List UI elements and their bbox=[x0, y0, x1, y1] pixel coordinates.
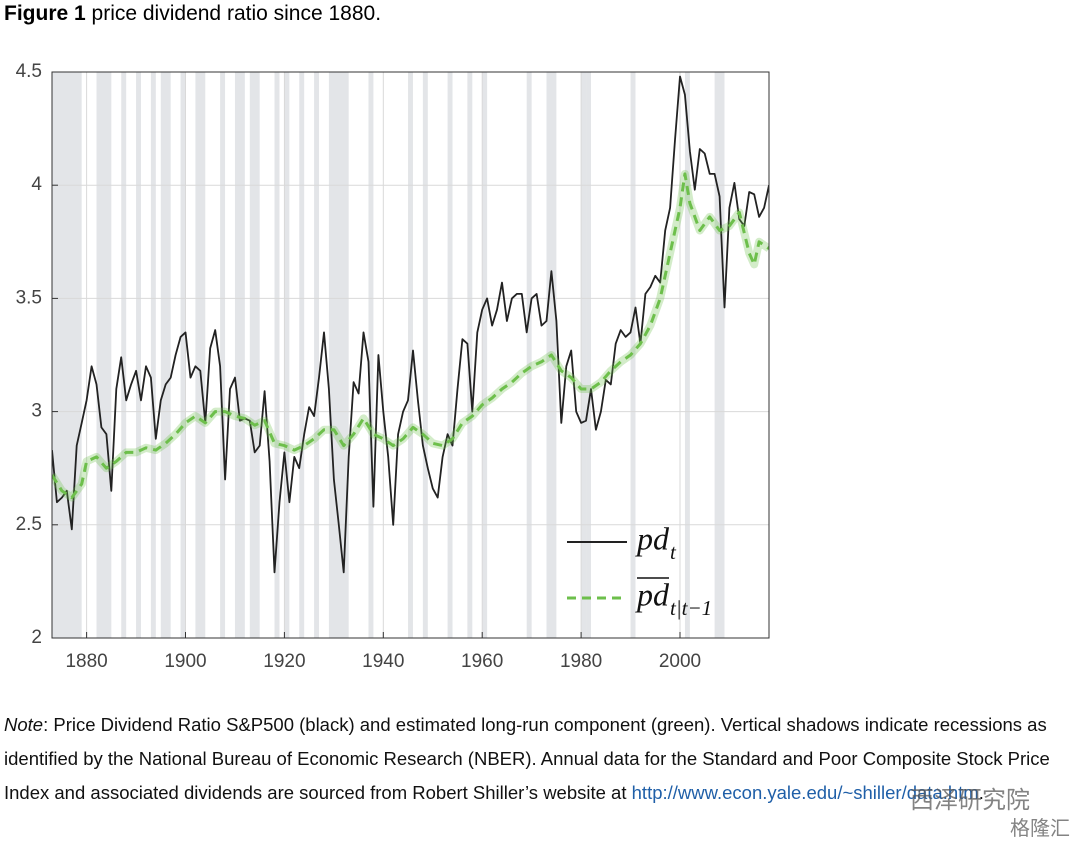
legend-subscript: t bbox=[670, 540, 677, 564]
x-tick-label: 1920 bbox=[263, 651, 305, 672]
note-end: . bbox=[978, 782, 984, 803]
series-line bbox=[52, 75, 769, 574]
recession-shade bbox=[195, 72, 206, 638]
legend-subscript: t|t−1 bbox=[670, 596, 712, 620]
watermark: 格隆汇 bbox=[1010, 818, 1070, 840]
plot-lines bbox=[52, 75, 769, 574]
figure-label: Figure 1 bbox=[4, 2, 86, 25]
recession-shade bbox=[220, 72, 226, 638]
recession-shade bbox=[586, 72, 591, 638]
recession-shade bbox=[422, 72, 428, 638]
recession-shade bbox=[630, 72, 636, 638]
recession-shade bbox=[581, 72, 587, 638]
recession-shade bbox=[408, 72, 413, 638]
x-tick-label: 1940 bbox=[362, 651, 404, 672]
watermark: 西泽研究院 bbox=[910, 787, 1030, 814]
series-line bbox=[52, 172, 769, 500]
y-tick-label: 2 bbox=[31, 627, 42, 648]
recession-shade bbox=[314, 72, 320, 638]
recession-shade bbox=[180, 72, 186, 638]
recession-shade bbox=[249, 72, 260, 638]
x-tick-label: 2000 bbox=[659, 651, 701, 672]
x-tick-label: 1960 bbox=[461, 651, 503, 672]
recession-shade bbox=[299, 72, 305, 638]
recession-shade bbox=[684, 72, 690, 638]
recession-shade bbox=[467, 72, 473, 638]
figure-caption: price dividend ratio since 1880. bbox=[91, 2, 382, 25]
recession-shade bbox=[150, 72, 156, 638]
recession-shade bbox=[447, 72, 453, 638]
recession-shade bbox=[121, 72, 127, 638]
note-text: : Price Dividend Ratio S&P500 (black) an… bbox=[4, 714, 1050, 803]
y-tick-label: 4.5 bbox=[16, 61, 42, 82]
y-tick-label: 4 bbox=[31, 174, 42, 195]
plot-frame bbox=[51, 71, 770, 639]
recession-shade bbox=[234, 72, 245, 638]
recession-shade bbox=[136, 72, 142, 638]
recession-shade bbox=[160, 72, 171, 638]
note-label: Note bbox=[4, 714, 44, 735]
x-tick-label: 1880 bbox=[65, 651, 107, 672]
x-tick-label: 1900 bbox=[164, 651, 206, 672]
recession-shade bbox=[368, 72, 374, 638]
recession-shade bbox=[526, 72, 532, 638]
note: Note: Price Dividend Ratio S&P500 (black… bbox=[4, 708, 1066, 810]
recession-shade bbox=[96, 72, 112, 638]
recession-shade bbox=[52, 72, 82, 638]
chart: 2 2.5 3 3.5 4 4.5 1880 1900 1920 1940 1960 1980 2000… bbox=[16, 61, 770, 672]
note-link[interactable]: http://www.econ.yale.edu/~shiller/data.h… bbox=[631, 782, 979, 803]
x-tick-label: 1980 bbox=[560, 651, 602, 672]
y-tick-label: 3.5 bbox=[16, 287, 42, 308]
legend-label: pd bbox=[635, 520, 670, 556]
figure-title: Figure 1 price dividend ratio since 1880… bbox=[4, 2, 381, 26]
recession-shade bbox=[328, 72, 349, 638]
recession-shade bbox=[284, 72, 290, 638]
y-tick-label: 2.5 bbox=[16, 514, 42, 535]
y-tick-label: 3 bbox=[31, 401, 42, 422]
recession-shade bbox=[482, 72, 488, 638]
recession-shade bbox=[274, 72, 280, 638]
recession-shade bbox=[714, 72, 725, 638]
legend-label: pd bbox=[635, 576, 670, 612]
